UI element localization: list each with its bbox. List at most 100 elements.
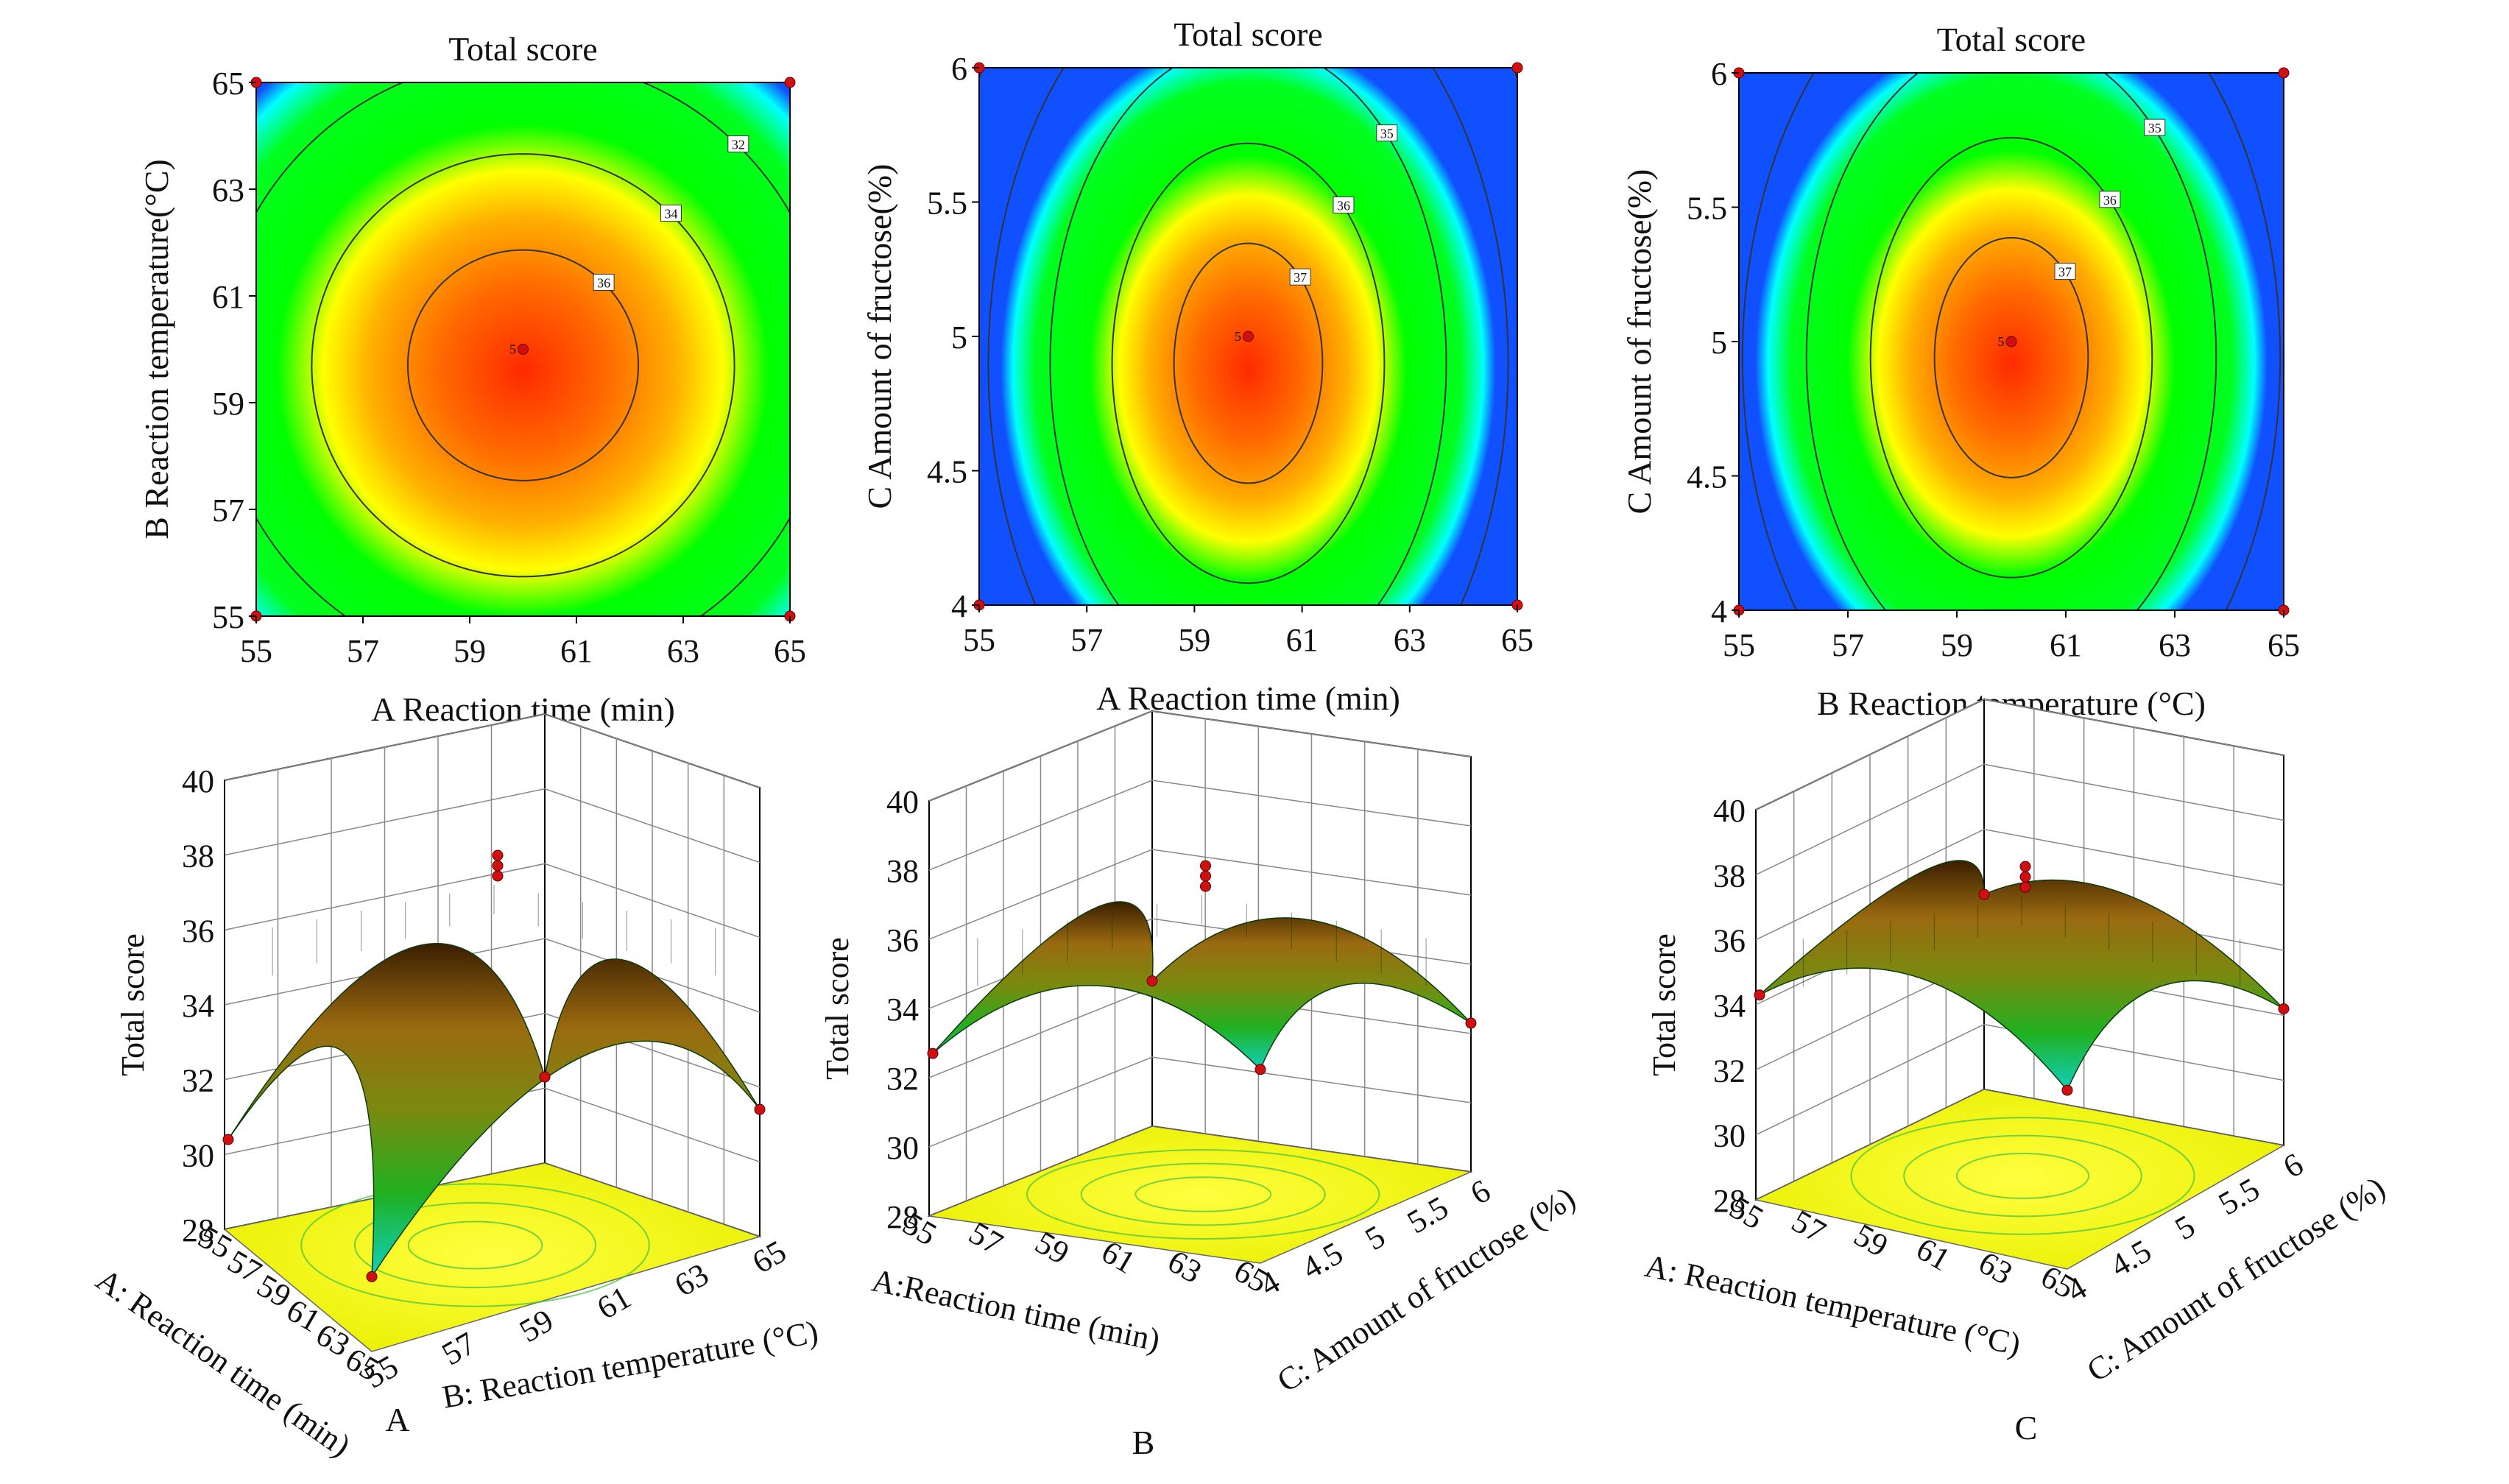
x-axis-label: A: Reaction temperature (°C): [1642, 1248, 2024, 1363]
z-tick-label: 34: [886, 992, 919, 1028]
design-point: [1200, 870, 1211, 882]
y-axis-label: C Amount of fructose(%): [861, 164, 898, 509]
y-tick-label: 57: [212, 492, 244, 529]
floor-contour-line: [1955, 1153, 2090, 1199]
y-tick-label: 5: [951, 319, 967, 356]
x-axis-label: A Reaction time (min): [1096, 679, 1400, 717]
y-tick-label: 5: [1711, 325, 1727, 361]
contour-line-35: [1049, 68, 1447, 605]
contour-line-36: [1111, 142, 1386, 584]
y-tick-label: 63: [212, 172, 244, 208]
z-axis-label: Total score: [115, 933, 151, 1076]
x-tick-label: 57: [1070, 622, 1103, 658]
design-point: [2278, 1003, 2290, 1014]
x-tick-label: 55: [1723, 627, 1755, 663]
floor-contour-line: [353, 1201, 597, 1289]
contour-label: 37: [2058, 265, 2072, 280]
y-tick-label: 4.5: [927, 454, 967, 490]
y-axis-label: B Reaction temperature(°C): [138, 159, 175, 540]
z-tick-label: 32: [886, 1061, 919, 1097]
y-axis-label: C Amount of fructose(%): [1620, 169, 1658, 515]
contour-line-35: [1805, 73, 2217, 610]
design-point: [1200, 880, 1211, 892]
contour-label-box: [1289, 268, 1311, 286]
chart-title: Total score: [448, 30, 597, 68]
contour-label-box: [1333, 196, 1355, 213]
x-tick-label: 59: [1178, 622, 1210, 658]
y-tick-label: 6: [1464, 1173, 1497, 1212]
x-tick-label: 59: [454, 633, 486, 669]
y-tick-label: 4.5: [1687, 459, 1727, 495]
design-point: [927, 1047, 939, 1059]
floor-contour-line: [1026, 1149, 1380, 1240]
contour-label: 36: [597, 275, 610, 290]
x-tick-label: 63: [2159, 627, 2191, 663]
floor-contour-line: [1903, 1134, 2142, 1218]
x-tick-label: 55: [963, 622, 995, 658]
x-tick-label: 65: [1501, 622, 1534, 658]
z-tick-label: 34: [182, 988, 214, 1024]
design-point: [2019, 861, 2031, 872]
y-tick-label: 57: [436, 1325, 482, 1372]
design-point: [492, 870, 504, 882]
x-tick-label: 63: [667, 633, 699, 669]
z-tick-label: 36: [886, 922, 919, 958]
y-tick-label: 6: [2277, 1146, 2309, 1185]
floor-contour-line: [300, 1183, 650, 1307]
x-tick-label: 65: [774, 633, 806, 669]
floor-contour-line: [1080, 1162, 1326, 1226]
z-tick-label: 30: [1713, 1118, 1746, 1154]
center-point-label: 5: [1998, 334, 2005, 349]
design-point: [1254, 1064, 1266, 1075]
z-tick-label: 40: [1713, 793, 1746, 829]
contour-line-37: [1933, 236, 2089, 478]
z-tick-label: 36: [182, 913, 214, 949]
contour-label: 37: [1294, 270, 1307, 285]
y-tick-label: 4: [1711, 593, 1727, 629]
y-tick-label: 5: [2169, 1208, 2201, 1247]
y-tick-label: 65: [212, 66, 244, 102]
z-tick-label: 38: [886, 853, 919, 889]
contour-label: 36: [1337, 198, 1350, 213]
z-axis-label: Total score: [1646, 933, 1682, 1076]
design-point: [2019, 881, 2031, 893]
x-tick-label: 63: [1394, 622, 1426, 658]
design-point: [1465, 1017, 1477, 1029]
z-tick-label: 30: [182, 1137, 214, 1173]
contour-lines: [256, 82, 790, 616]
floor-contour-line: [1134, 1176, 1272, 1212]
design-point: [2019, 871, 2031, 883]
z-tick-label: 32: [182, 1063, 214, 1099]
design-point: [492, 860, 504, 872]
contour-line-34: [1741, 73, 2282, 610]
z-tick-label: 40: [182, 763, 214, 799]
contour-line-36: [406, 249, 640, 481]
contour-line-36: [1869, 137, 2153, 579]
panel-caption: B: [1132, 1424, 1155, 1461]
z-tick-label: 32: [1713, 1053, 1746, 1089]
z-tick-label: 28: [182, 1212, 214, 1248]
panel-caption: A: [385, 1401, 409, 1438]
y-axis-label: B: Reaction temperature (°C): [440, 1314, 821, 1416]
x-tick-label: 57: [1832, 627, 1864, 663]
design-point: [1146, 975, 1158, 987]
panel-caption: C: [2015, 1409, 2038, 1446]
y-tick-label: 6: [951, 51, 967, 87]
contour-label-box: [593, 273, 615, 291]
y-tick-label: 5: [1359, 1218, 1391, 1257]
center-point-label: 5: [1235, 329, 1241, 344]
contour-label: 35: [2148, 121, 2162, 135]
y-tick-label: 61: [591, 1279, 638, 1326]
contour-line-34: [311, 153, 735, 578]
y-tick-label: 5.5: [927, 186, 967, 222]
y-tick-label: 6: [1711, 56, 1727, 92]
design-point: [1511, 62, 1523, 74]
x-tick-label: 65: [2268, 627, 2300, 663]
contour-line-34: [987, 68, 1509, 605]
y-tick-label: 61: [212, 279, 244, 315]
